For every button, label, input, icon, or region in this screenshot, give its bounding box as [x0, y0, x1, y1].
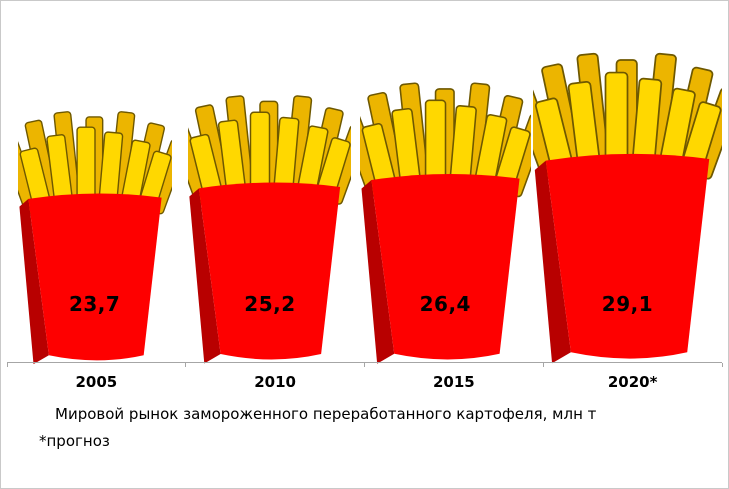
carton-front [199, 182, 341, 360]
carton-side [534, 160, 571, 364]
carton-side [361, 180, 395, 364]
footnote-forecast: *прогноз [39, 432, 110, 450]
carton-front [28, 193, 162, 361]
axis-tick [721, 363, 723, 367]
fries-carton-icon [17, 111, 172, 365]
chart-group-2010: 25,2 [188, 82, 352, 368]
x-axis [6, 362, 723, 369]
chart-group-2005: 23,7 [17, 99, 172, 368]
carton-groups: 23,7 25,2 26,4 29,1 [7, 1, 722, 368]
year-label: 2020* [607, 373, 658, 391]
value-label: 25,2 [244, 292, 296, 316]
axis-tick [364, 363, 365, 367]
chart-title: Мировой рынок замороженного переработанн… [55, 405, 597, 423]
axis-tick [542, 363, 544, 367]
year-label: 2010 [254, 373, 296, 391]
year-labels-row: 2005 2010 2015 2020* [7, 373, 722, 391]
chart-group-2015: 26,4 [359, 69, 531, 368]
fries-carton-icon [359, 82, 531, 364]
value-label: 23,7 [68, 292, 121, 316]
year-label: 2015 [433, 373, 475, 391]
plot-area: 23,7 25,2 26,4 29,1 [1, 1, 728, 369]
year-label: 2005 [75, 373, 118, 391]
chart-group-2020*: 29,1 [532, 38, 722, 368]
carton-side [189, 188, 222, 364]
fries-carton-icon [532, 52, 722, 364]
value-label: 29,1 [601, 292, 654, 316]
axis-tick [185, 363, 187, 367]
fries-carton-icon [188, 95, 352, 364]
carton-front [545, 153, 710, 359]
value-label: 26,4 [419, 292, 471, 316]
carton-front [371, 173, 520, 360]
axis-tick [6, 363, 8, 367]
carton-side [19, 198, 49, 365]
